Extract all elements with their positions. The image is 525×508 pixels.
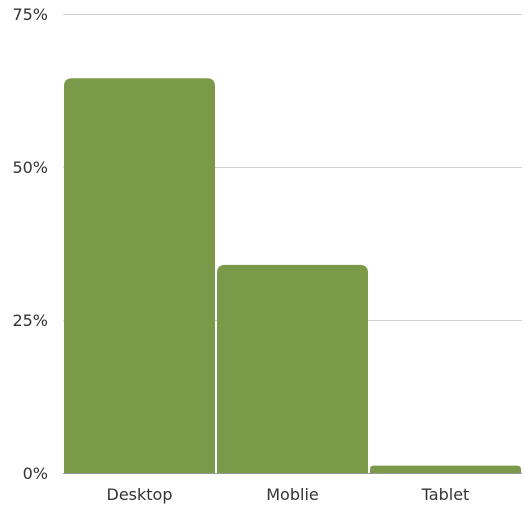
y-tick-label: 75% [12, 5, 48, 24]
x-axis-category-labels: Desktop Moblie Tablet [107, 485, 470, 504]
bars [64, 78, 521, 473]
bar-desktop [64, 78, 215, 473]
y-tick-label: 25% [12, 311, 48, 330]
bar-tablet [370, 465, 521, 473]
x-category-label: Moblie [266, 485, 318, 504]
x-category-label: Desktop [107, 485, 173, 504]
y-axis-tick-labels: 0% 25% 50% 75% [12, 5, 48, 483]
x-category-label: Tablet [421, 485, 470, 504]
y-tick-label: 0% [23, 464, 48, 483]
bar-moblie [217, 264, 368, 473]
y-tick-label: 50% [12, 158, 48, 177]
